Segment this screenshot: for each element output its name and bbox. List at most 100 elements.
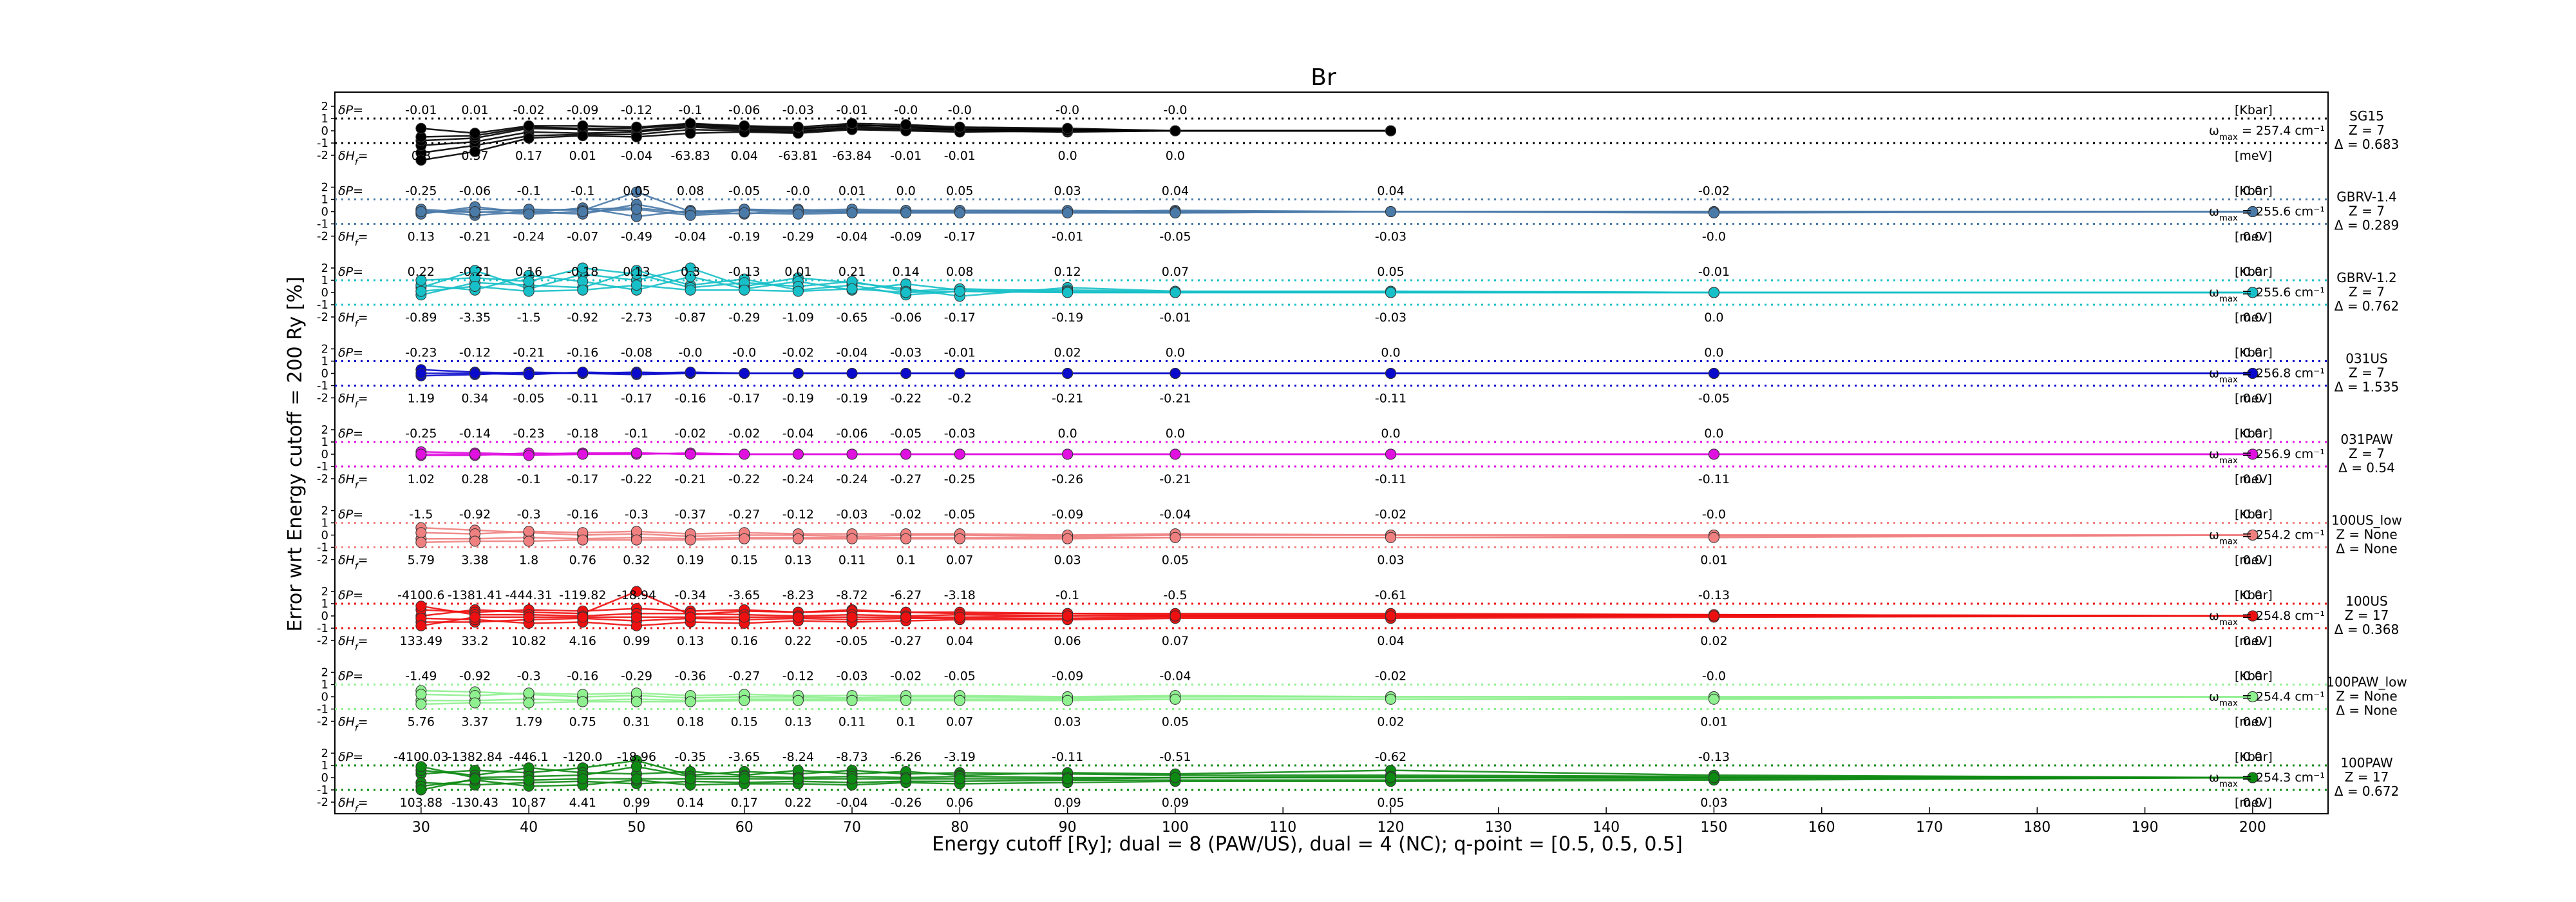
dp-value: -0.34 bbox=[674, 588, 706, 602]
dp-value: 0.16 bbox=[515, 265, 542, 279]
dp-value: 0.3 bbox=[681, 265, 700, 279]
dh-value: -0.87 bbox=[674, 311, 706, 325]
data-point bbox=[577, 611, 589, 623]
dp-value: -0.16 bbox=[567, 346, 598, 360]
dp-value: -3.19 bbox=[944, 750, 976, 764]
dp-value: -0.12 bbox=[459, 346, 491, 360]
data-point bbox=[1708, 610, 1719, 622]
data-point bbox=[415, 448, 427, 460]
data-point bbox=[1170, 448, 1181, 460]
series-delta: Δ = 1.535 bbox=[2334, 379, 2399, 395]
kbar-label: [Kbar] bbox=[2235, 508, 2273, 522]
dp-value: -0.01 bbox=[1698, 265, 1730, 279]
dp-value: 0.0 bbox=[2243, 184, 2262, 198]
dh-value: 0.11 bbox=[838, 553, 866, 568]
dh-value: -0.01 bbox=[1052, 230, 1083, 244]
kbar-label: [Kbar] bbox=[2235, 669, 2273, 684]
dh-value: -0.21 bbox=[1159, 392, 1191, 406]
dp-value: -0.04 bbox=[782, 427, 814, 441]
dp-value: -0.18 bbox=[567, 427, 598, 441]
dh-value: -63.81 bbox=[779, 149, 818, 163]
data-point bbox=[469, 611, 480, 623]
kbar-label: [Kbar] bbox=[2235, 427, 2273, 441]
dh-value: -0.24 bbox=[513, 230, 545, 244]
data-point bbox=[630, 280, 642, 291]
data-point bbox=[739, 448, 750, 460]
panel-100us: 210-1-2δP= -4100.6 -1381.41 -444.31 -119.82-… bbox=[317, 585, 2399, 653]
dh-value: 0.13 bbox=[408, 230, 435, 244]
dh-value: 0.18 bbox=[677, 715, 704, 729]
dh-value: -0.49 bbox=[621, 230, 652, 244]
dp-value: -8.73 bbox=[836, 750, 867, 764]
dp-value: -0.0 bbox=[948, 103, 972, 117]
dh-value: -0.26 bbox=[1052, 472, 1083, 486]
data-point bbox=[523, 535, 535, 547]
mev-label: [meV] bbox=[2235, 634, 2272, 648]
dh-value: 0.02 bbox=[1377, 715, 1404, 729]
dp-value: 0.02 bbox=[1054, 346, 1081, 360]
dh-value: 0.03 bbox=[1054, 715, 1081, 729]
data-point bbox=[685, 209, 696, 221]
dh-value: -0.06 bbox=[890, 311, 922, 325]
dh-value: -1.5 bbox=[517, 311, 541, 325]
series-line bbox=[421, 615, 2253, 627]
data-point bbox=[685, 696, 696, 707]
dh-value: 0.01 bbox=[569, 149, 596, 163]
data-point bbox=[900, 773, 912, 785]
dp-value: -0.03 bbox=[944, 427, 976, 441]
dp-value: 0.04 bbox=[1377, 184, 1404, 198]
y-tick-label: 0 bbox=[321, 771, 328, 785]
data-point bbox=[900, 533, 912, 544]
series-name: 100PAW_low bbox=[2326, 675, 2407, 690]
data-point bbox=[469, 281, 480, 292]
dp-value: 0.07 bbox=[1162, 265, 1189, 279]
data-point bbox=[415, 285, 427, 297]
dh-value: 0.02 bbox=[1700, 634, 1727, 648]
dp-value: -0.05 bbox=[944, 508, 976, 522]
data-point bbox=[577, 448, 589, 460]
dp-value: -0.27 bbox=[728, 669, 760, 684]
data-point bbox=[1385, 448, 1397, 460]
data-point bbox=[577, 130, 589, 142]
mev-label: [meV] bbox=[2235, 392, 2272, 406]
dp-value: -444.31 bbox=[505, 588, 552, 602]
dp-value: -8.72 bbox=[836, 588, 867, 602]
dp-value: -0.05 bbox=[728, 184, 760, 198]
data-point bbox=[685, 118, 696, 130]
x-tick-label: 50 bbox=[627, 820, 645, 836]
dp-value: -0.01 bbox=[944, 346, 976, 360]
dp-value: -0.0 bbox=[732, 346, 756, 360]
dp-value: 0.01 bbox=[838, 184, 866, 198]
dh-value: -0.21 bbox=[1159, 472, 1191, 486]
data-point bbox=[630, 186, 642, 198]
data-point bbox=[1062, 773, 1074, 785]
dh-value: 0.0 bbox=[2243, 392, 2262, 406]
dp-value: -0.13 bbox=[728, 265, 760, 279]
dp-value: -0.03 bbox=[782, 103, 814, 117]
y-tick-label: 0 bbox=[321, 609, 328, 623]
dh-value: -0.05 bbox=[1159, 230, 1191, 244]
dh-value: 0.09 bbox=[1162, 796, 1189, 810]
dp-value: 0.0 bbox=[1058, 427, 1077, 441]
y-tick-label: -2 bbox=[317, 796, 328, 809]
data-point bbox=[630, 204, 642, 215]
x-tick-label: 180 bbox=[2023, 820, 2050, 836]
series-line bbox=[421, 122, 1391, 135]
dp-value: -0.02 bbox=[1375, 669, 1406, 684]
y-tick-label: 0 bbox=[321, 286, 328, 300]
series-delta: Δ = 0.368 bbox=[2334, 622, 2399, 637]
dp-value: 0.08 bbox=[946, 265, 973, 279]
dh-value: -63.83 bbox=[670, 149, 710, 163]
chart-title: Br bbox=[1311, 64, 1336, 91]
data-point bbox=[469, 128, 480, 139]
y-tick-label: -1 bbox=[317, 379, 328, 393]
dp-value: -0.02 bbox=[674, 427, 706, 441]
dp-value: 0.05 bbox=[623, 184, 650, 198]
data-point bbox=[846, 207, 858, 218]
data-point bbox=[2247, 448, 2259, 460]
data-point bbox=[900, 207, 912, 218]
dh-value: 5.79 bbox=[408, 553, 435, 568]
series-line bbox=[421, 530, 2253, 536]
dp-value: -0.1 bbox=[625, 427, 649, 441]
dp-value: -120.0 bbox=[563, 750, 602, 764]
